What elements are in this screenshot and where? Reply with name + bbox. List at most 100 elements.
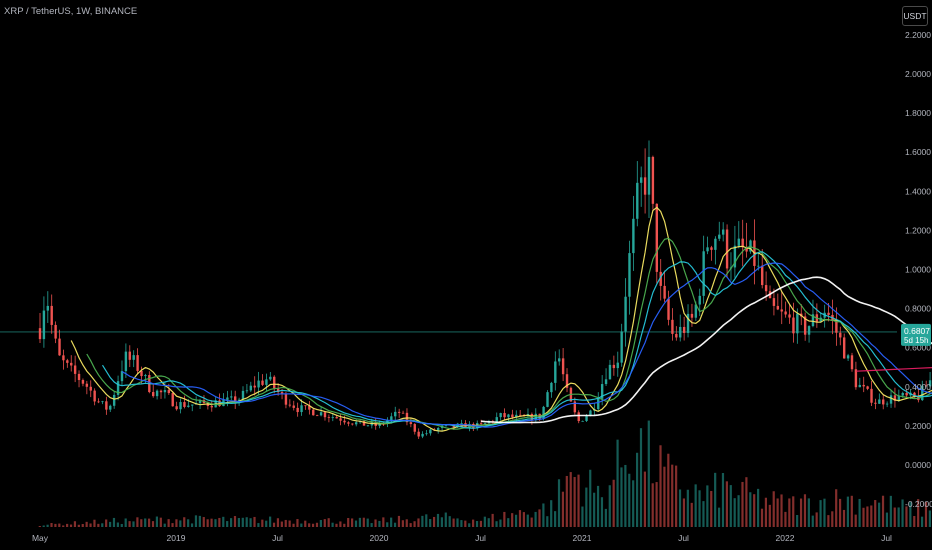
volume-bar <box>753 494 756 527</box>
volume-bar <box>518 510 522 527</box>
volume-bar <box>245 517 248 527</box>
candle-body <box>921 385 924 401</box>
candle-body <box>331 417 334 418</box>
candle-body <box>725 229 729 269</box>
candle-body <box>101 401 104 403</box>
candle-body <box>507 414 510 418</box>
time-tick-label: 2019 <box>167 533 186 543</box>
candle-body <box>167 390 171 394</box>
volume-bar <box>354 520 358 527</box>
candle-body <box>429 429 432 434</box>
volume-bar <box>893 507 896 527</box>
candle-body <box>706 247 709 252</box>
volume-bar <box>534 511 537 527</box>
volume-bar <box>440 517 443 527</box>
volume-bar <box>643 471 646 527</box>
currency-button[interactable]: USDT <box>902 6 928 26</box>
volume-bar <box>573 477 576 527</box>
volume-bar <box>823 498 826 527</box>
volume-bar <box>386 522 389 527</box>
candle-body <box>573 401 577 413</box>
volume-bar <box>456 518 459 527</box>
price-tick-label: 0.6000 <box>905 343 931 353</box>
volume-bar <box>335 523 338 527</box>
volume-bar <box>788 498 791 527</box>
volume-bar <box>425 514 428 527</box>
volume-bar <box>675 465 678 527</box>
candle-body <box>401 412 405 414</box>
candle-body <box>839 332 842 338</box>
candle-body <box>870 388 873 403</box>
price-tick-label: 1.6000 <box>905 147 931 157</box>
time-axis[interactable]: May2019Jul2020Jul2021Jul2022Jul2023Jul20… <box>32 533 932 543</box>
candle-body <box>628 253 631 297</box>
volume-bar <box>901 499 904 527</box>
candle-body <box>54 324 57 339</box>
volume-bar <box>472 519 475 527</box>
volume-bar <box>432 516 436 527</box>
candle-body <box>503 413 506 418</box>
candle-body <box>862 384 865 387</box>
volume-bar <box>577 474 580 527</box>
candle-body <box>109 405 112 410</box>
volume-bar <box>487 518 490 527</box>
candle-body <box>128 351 131 360</box>
candle-body <box>390 416 393 421</box>
candle-body <box>77 373 81 381</box>
candle-body <box>315 415 319 417</box>
volume-bar <box>764 497 768 527</box>
candle-body <box>511 414 514 418</box>
volume-bar <box>93 519 96 527</box>
candle-body <box>479 423 483 424</box>
volume-bar <box>909 502 912 527</box>
volume-bar <box>479 520 483 527</box>
volume-bar <box>569 472 572 527</box>
candle-body <box>671 319 674 334</box>
price-axis[interactable]: 2.2000 2.0000 1.8000 1.6000 1.4000 1.2000 1.00… <box>905 30 932 509</box>
volume-bar <box>885 512 889 527</box>
price-tick-label: -0.2000 <box>905 499 932 509</box>
candle-body <box>682 326 686 333</box>
price-tick-label: 0.2000 <box>905 421 931 431</box>
volume-bar <box>706 485 709 527</box>
volume-bar <box>167 519 170 527</box>
volume-bar <box>608 485 611 527</box>
volume-bar <box>175 519 178 527</box>
candle-body <box>850 355 854 370</box>
volume-bar <box>682 498 686 527</box>
candle-body <box>269 376 272 380</box>
candle-body <box>155 390 159 397</box>
price-tick-label: 2.0000 <box>905 69 931 79</box>
volume-bar <box>596 485 600 527</box>
candle-body <box>280 392 284 395</box>
volume-bar <box>222 516 225 527</box>
volume-bar <box>491 513 494 527</box>
volume-bar <box>401 520 404 527</box>
volume-bar <box>827 515 830 527</box>
candle-body <box>140 370 143 377</box>
volume-bar <box>858 498 861 527</box>
candle-body <box>70 362 73 366</box>
volume-bar <box>854 514 857 527</box>
volume-bar <box>881 495 885 527</box>
volume-bar <box>382 517 385 527</box>
symbol-title[interactable]: XRP / TetherUS, 1W, BINANCE <box>4 6 138 17</box>
candle-body <box>792 317 795 334</box>
volume-bar <box>780 494 783 527</box>
volume-bar <box>842 509 846 527</box>
volume-bar <box>159 517 162 527</box>
candle-body <box>667 298 670 320</box>
candle-body <box>97 401 100 403</box>
volume-bar <box>530 517 533 527</box>
volume-bar <box>226 521 229 527</box>
volume-bar <box>54 523 57 527</box>
candle-body <box>694 304 698 318</box>
price-tick-label: 0.4000 <box>905 382 931 392</box>
volume-bar <box>557 479 561 527</box>
candle-body <box>319 412 323 416</box>
volume-bar <box>292 523 295 527</box>
price-badge-bg <box>901 323 931 346</box>
candle-body <box>659 271 662 286</box>
volume-bar <box>257 523 260 527</box>
